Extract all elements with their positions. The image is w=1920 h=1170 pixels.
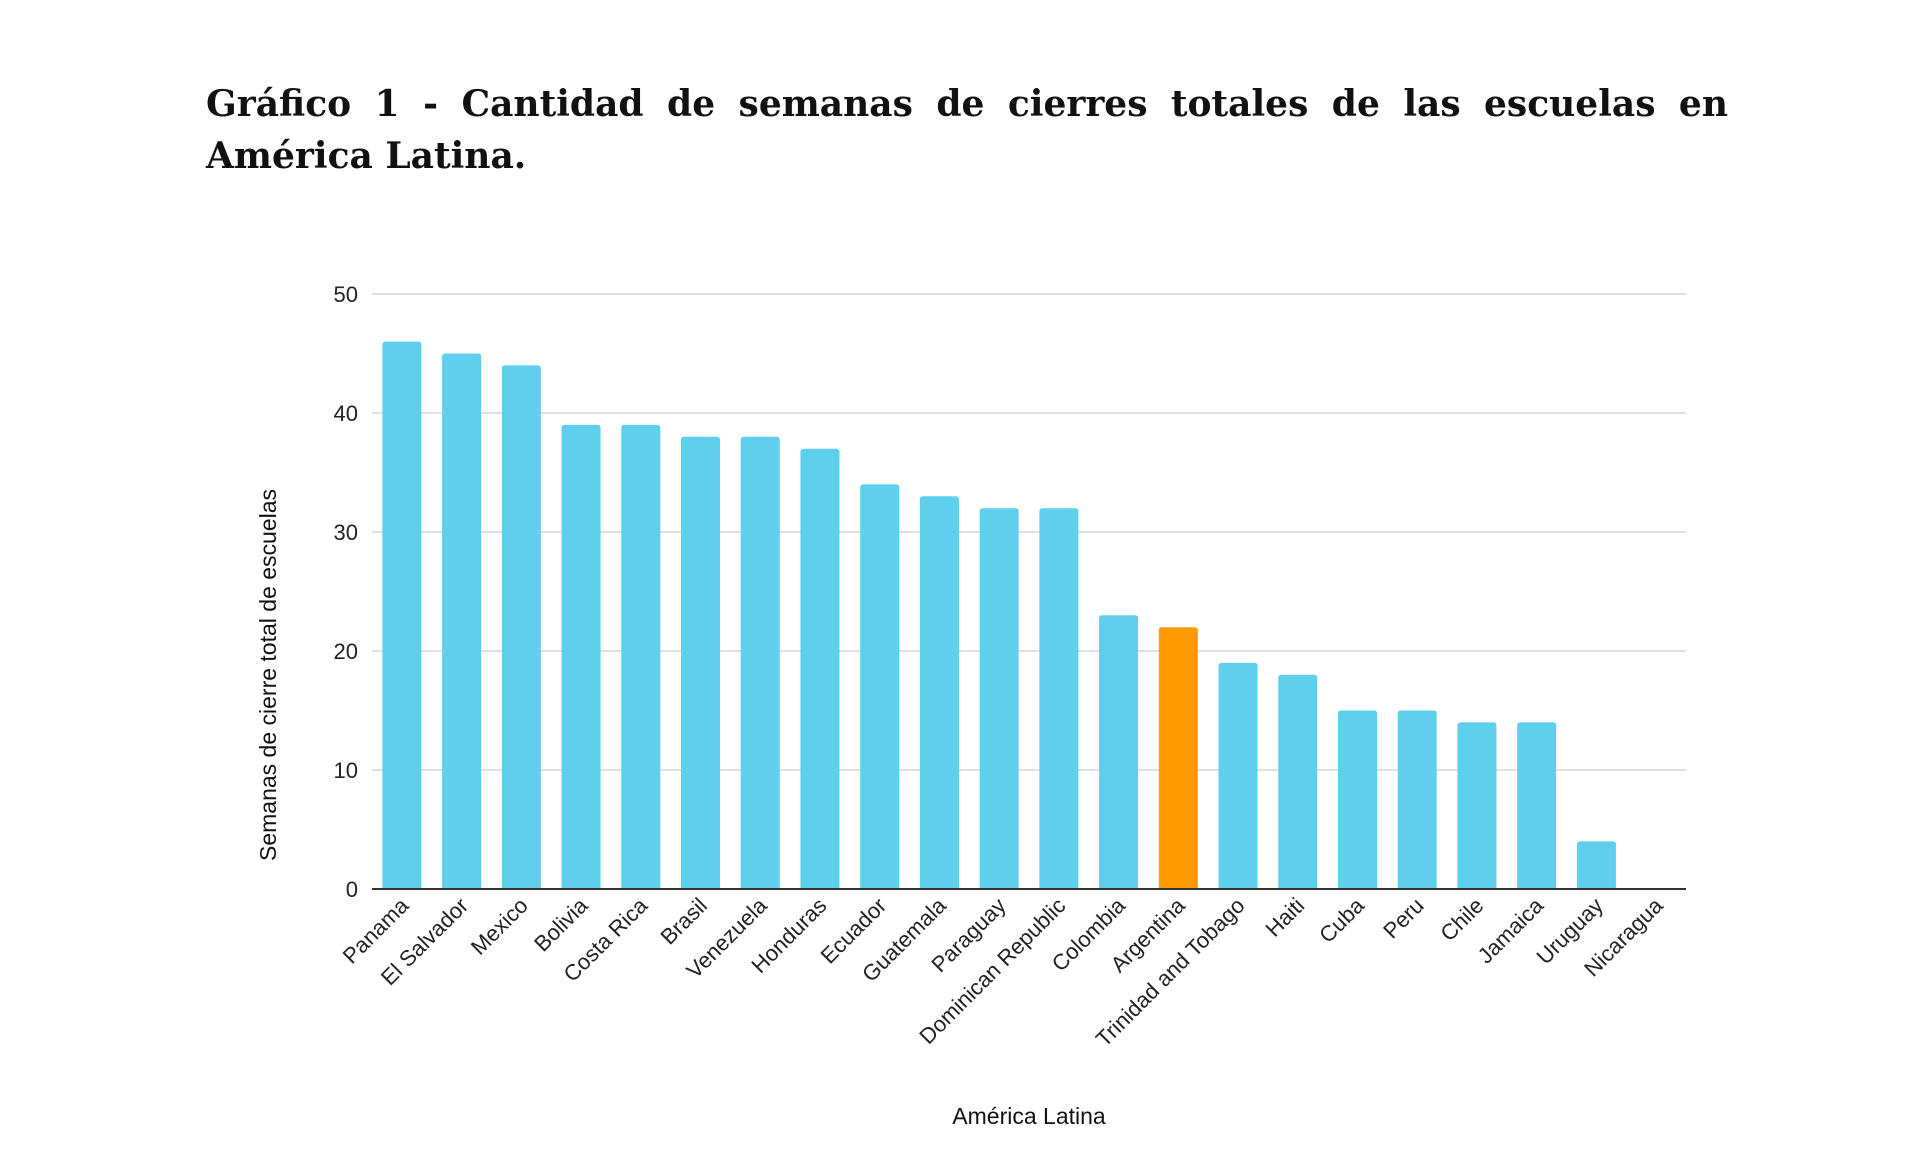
y-tick-label: 40 <box>334 401 358 426</box>
bars <box>382 341 1616 890</box>
y-tick-label: 30 <box>334 520 358 545</box>
y-tick-label: 10 <box>334 758 358 783</box>
bar-trinidad-and-tobago <box>1218 662 1258 889</box>
bar-uruguay <box>1576 841 1616 889</box>
y-tick-label: 20 <box>334 639 358 664</box>
y-tick-labels: 0 10 20 30 40 50 <box>334 282 358 902</box>
bar-paraguay <box>979 508 1019 889</box>
bar-ecuador <box>860 484 900 889</box>
bar-bolivia <box>561 424 601 889</box>
y-axis-title: Semanas de cierre total de escuelas <box>255 489 281 861</box>
x-tick-label: Mexico <box>466 893 533 960</box>
y-tick-label: 50 <box>334 282 358 307</box>
x-tick-label: Haiti <box>1261 893 1310 942</box>
bar-colombia <box>1099 615 1139 889</box>
bar-costa-rica <box>621 424 661 889</box>
x-tick-label: Brasil <box>655 893 712 950</box>
bar-brasil <box>681 436 720 889</box>
bar-argentina <box>1158 627 1198 889</box>
bar-haiti <box>1278 674 1318 889</box>
x-axis-title: América Latina <box>952 1103 1106 1129</box>
bar-chile <box>1457 722 1497 889</box>
bar-venezuela <box>740 436 780 889</box>
y-tick-label: 0 <box>346 877 358 902</box>
bar-mexico <box>501 365 541 889</box>
bar-panama <box>382 341 422 890</box>
figure-title: Gráfico 1 - Cantidad de semanas de cierr… <box>206 83 1728 177</box>
bar-guatemala <box>919 496 959 889</box>
x-tick-label: Peru <box>1378 893 1429 944</box>
bar-honduras <box>800 448 840 889</box>
x-tick-label: Cuba <box>1314 892 1369 947</box>
bar-jamaica <box>1517 722 1557 889</box>
bar-cuba <box>1338 710 1377 889</box>
bar-el-salvador <box>442 353 482 889</box>
bar-peru <box>1397 710 1437 889</box>
x-tick-label: Chile <box>1435 893 1488 946</box>
bar-dominican-republic <box>1039 508 1079 889</box>
